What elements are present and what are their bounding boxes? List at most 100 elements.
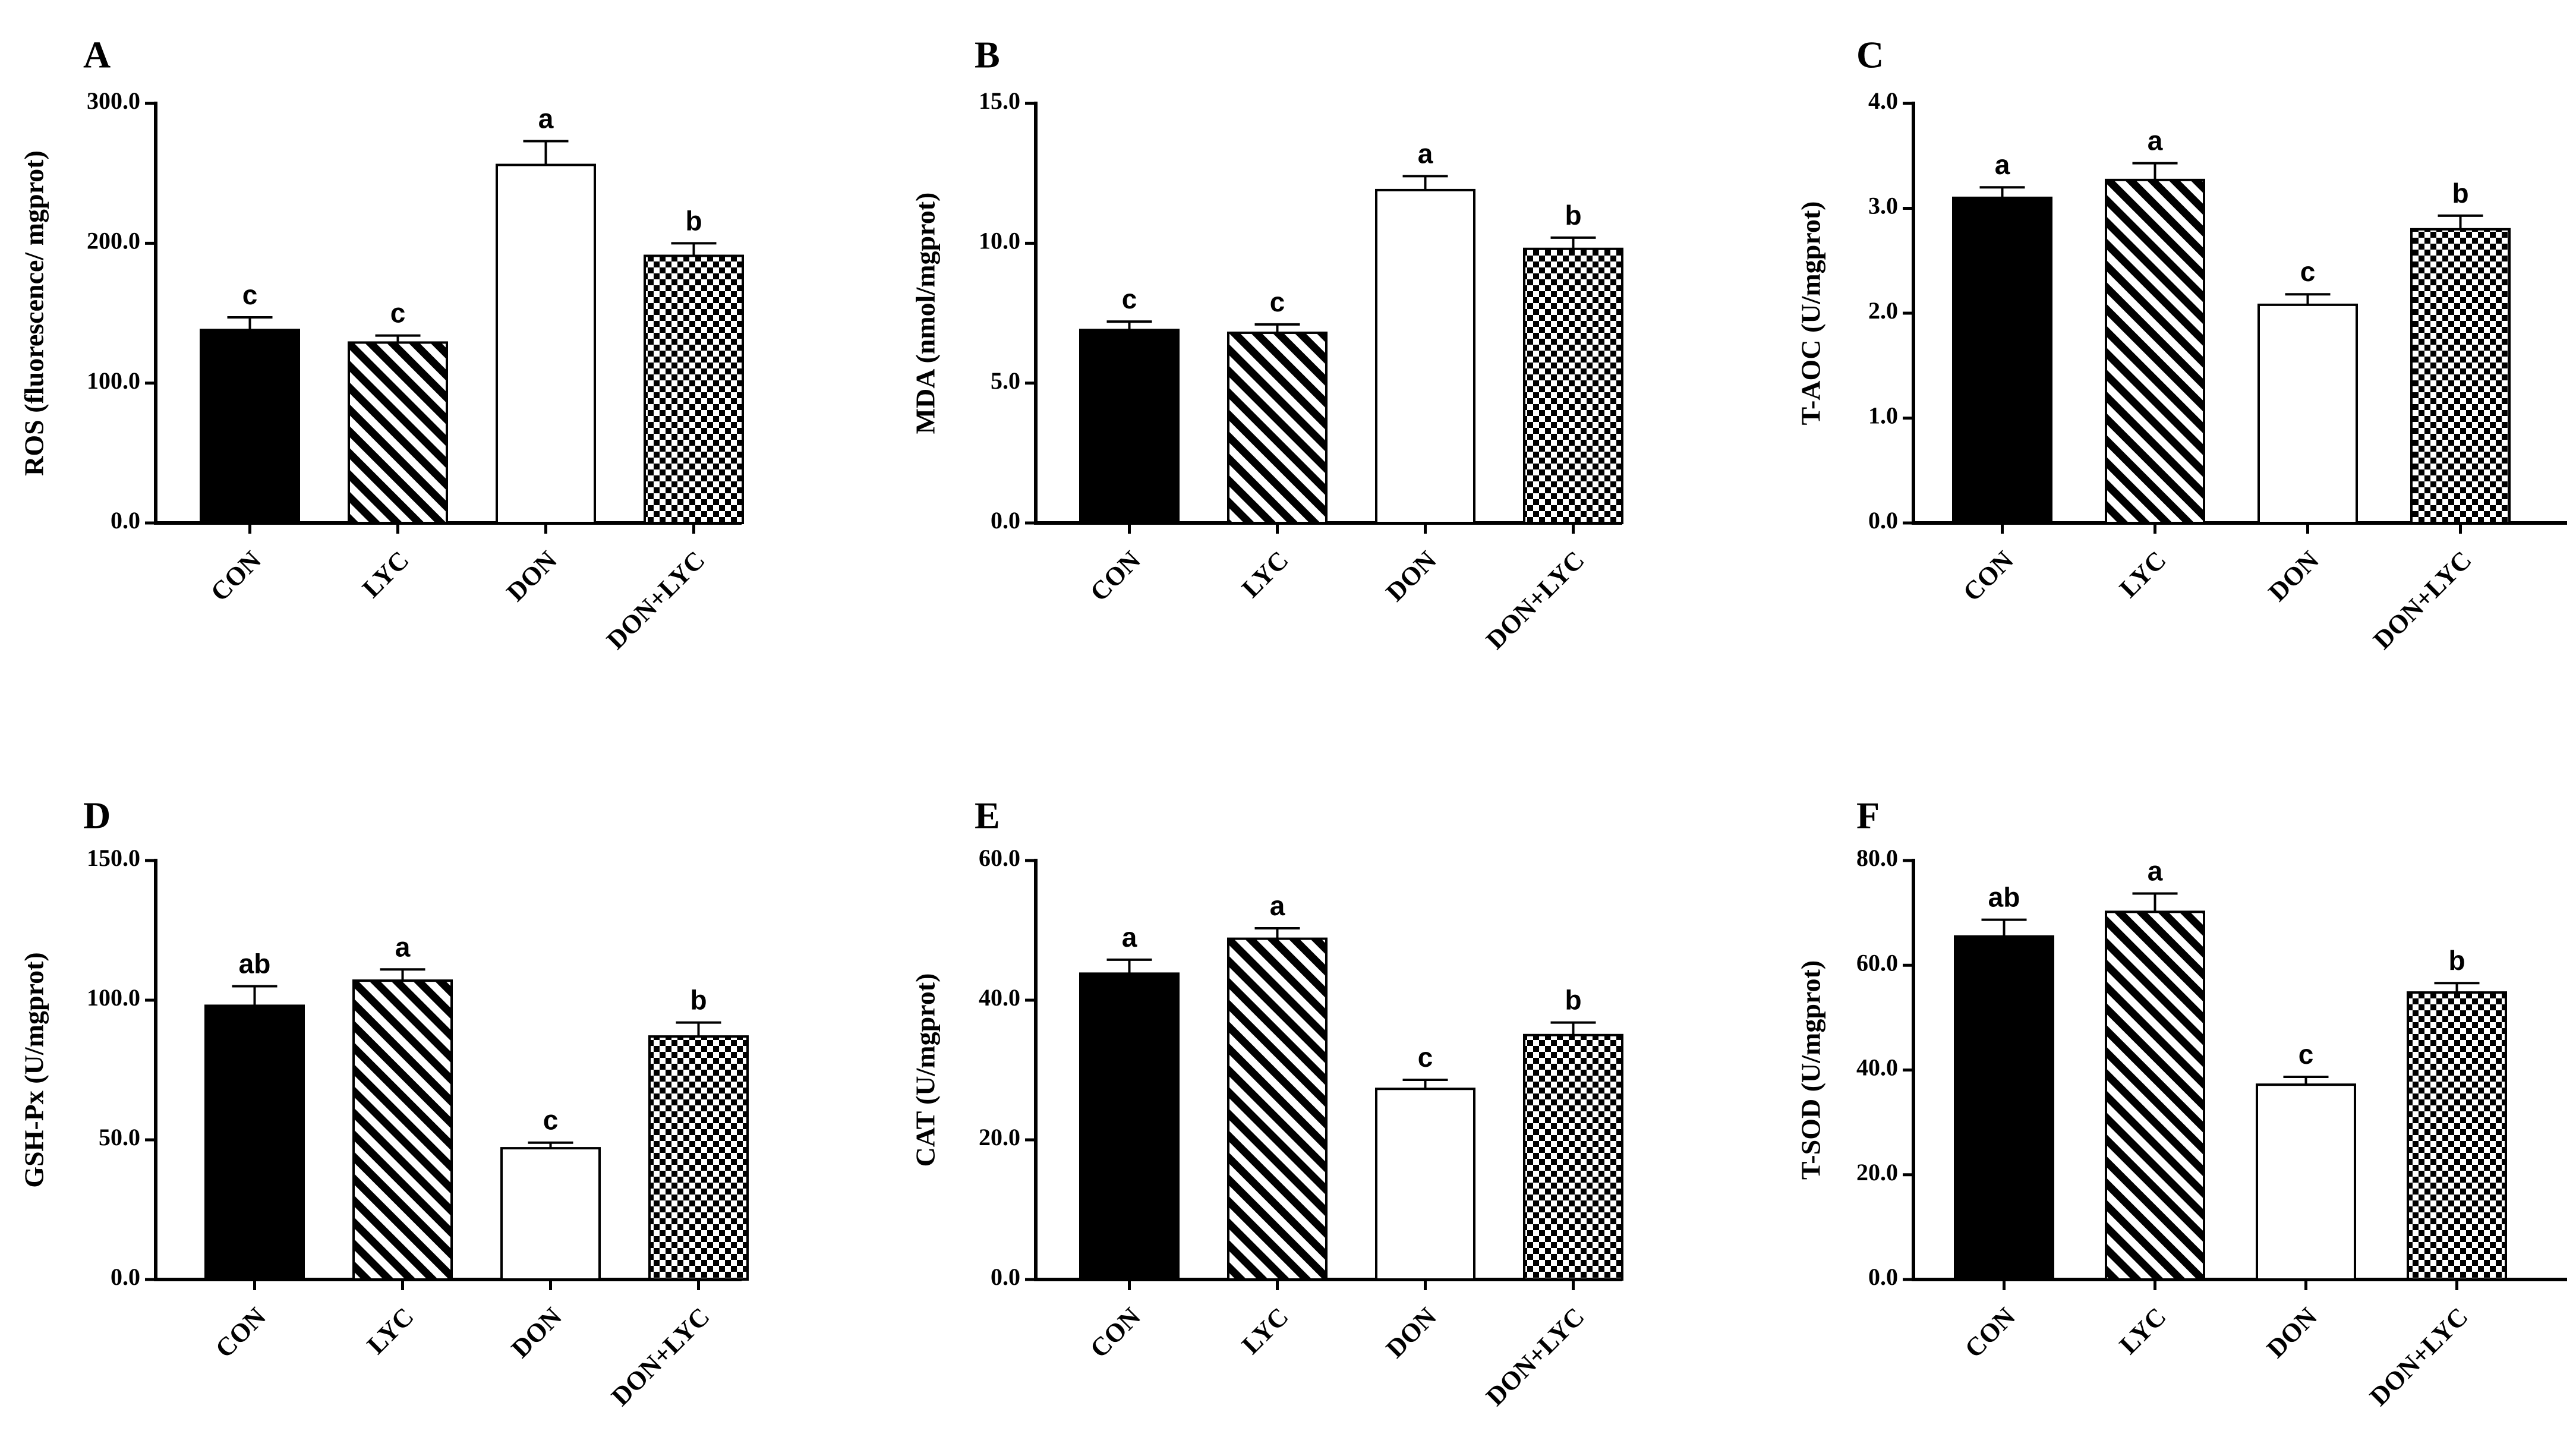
- x-category-label: DON+LYC: [2364, 1302, 2473, 1411]
- y-tick-label: 0.0: [111, 507, 140, 534]
- x-category-label: DON+LYC: [2367, 546, 2477, 655]
- x-category-label: DON+LYC: [1480, 1302, 1590, 1411]
- x-category-label: CON: [1084, 545, 1146, 607]
- chart-panel-b: B MDA (nmol/mgprot) 0.0 5.0 10.0 15.0 c CON c LYC…: [910, 34, 1623, 655]
- significance-letter: a: [2148, 856, 2163, 887]
- x-category-label: DON: [2261, 1301, 2323, 1363]
- significance-letter: b: [690, 985, 707, 1016]
- y-tick-label: 0.0: [1868, 507, 1898, 534]
- y-tick-label: 10.0: [979, 228, 1020, 254]
- bar-don: [1375, 1088, 1475, 1281]
- bar-don: [2257, 303, 2358, 524]
- y-tick-label: 150.0: [87, 844, 140, 871]
- chart-panel-e: E CAT (U/mgprot) 0.0 20.0 40.0 60.0 a CON a LYC c D…: [910, 795, 1623, 1411]
- bar-don: [2256, 1083, 2356, 1281]
- bar-con: [1952, 196, 2052, 525]
- x-category-label: DON: [2263, 545, 2325, 607]
- y-tick-label: 100.0: [87, 367, 140, 394]
- bar-con: [200, 329, 300, 524]
- y-tick-label: 0.0: [991, 507, 1020, 534]
- significance-letter: c: [1418, 1042, 1433, 1073]
- y-tick-label: 5.0: [991, 367, 1020, 394]
- bar-don-lyc: [644, 254, 744, 524]
- bar-lyc: [2105, 910, 2205, 1281]
- significance-letter: ab: [239, 948, 271, 979]
- bar-don-lyc: [1523, 1033, 1623, 1281]
- significance-letter: a: [1270, 890, 1285, 921]
- y-tick-label: 100.0: [87, 984, 140, 1011]
- significance-letter: a: [395, 931, 411, 962]
- bar-con: [1954, 935, 2054, 1281]
- y-axis-label: T-SOD (U/mgprot): [1796, 960, 1826, 1180]
- significance-letter: a: [1122, 922, 1137, 953]
- significance-letter: c: [2300, 256, 2316, 287]
- significance-letter: b: [685, 205, 702, 236]
- chart-panel-c: C T-AOC (U/mgprot) 0.0 1.0 2.0 3.0 4.0 a CON a LYC…: [1796, 34, 2567, 655]
- bar-don-lyc: [2410, 228, 2511, 524]
- x-category-label: LYC: [361, 1302, 419, 1360]
- x-category-label: CON: [205, 545, 267, 607]
- bar-don-lyc: [2407, 991, 2507, 1281]
- significance-letter: b: [1565, 985, 1581, 1016]
- y-tick-label: 40.0: [1856, 1054, 1898, 1081]
- significance-letter: ab: [1988, 882, 2020, 913]
- bar-lyc: [1227, 937, 1328, 1281]
- panel-letter: D: [83, 795, 111, 837]
- x-category-label: DON: [506, 1301, 567, 1363]
- significance-letter: b: [1565, 200, 1581, 231]
- y-tick-label: 4.0: [1868, 87, 1898, 114]
- significance-letter: a: [1995, 149, 2010, 180]
- y-axis-label: CAT (U/mgprot): [910, 973, 941, 1167]
- y-tick-label: 2.0: [1868, 297, 1898, 324]
- y-tick-label: 0.0: [1868, 1263, 1898, 1290]
- x-category-label: LYC: [357, 546, 414, 603]
- x-category-label: DON+LYC: [606, 1302, 715, 1411]
- y-tick-label: 0.0: [111, 1263, 140, 1290]
- chart-panel-f: FT-SOD (U/mgprot)0.020.040.060.080.0abCO…: [1796, 795, 2567, 1411]
- panel-letter: C: [1856, 34, 1884, 76]
- y-tick-label: 80.0: [1856, 844, 1898, 871]
- significance-letter: c: [543, 1105, 559, 1136]
- x-category-label: DON: [1380, 1301, 1442, 1363]
- y-axis-label: GSH-Px (U/mgprot): [19, 952, 49, 1188]
- y-tick-label: 40.0: [979, 984, 1020, 1011]
- bar-don: [1375, 188, 1475, 524]
- y-tick-label: 60.0: [1856, 949, 1898, 976]
- bar-don: [500, 1147, 601, 1281]
- y-tick-label: 50.0: [99, 1124, 140, 1151]
- significance-letter: c: [1122, 283, 1137, 314]
- significance-letter: c: [1270, 286, 1285, 317]
- x-category-label: DON+LYC: [601, 546, 710, 655]
- bar-don-lyc: [648, 1035, 749, 1281]
- x-category-label: CON: [1959, 1301, 2021, 1363]
- y-tick-label: 60.0: [979, 844, 1020, 871]
- significance-letter: a: [538, 103, 554, 134]
- significance-letter: a: [1418, 138, 1433, 169]
- x-category-label: LYC: [2114, 546, 2171, 603]
- significance-letter: c: [390, 298, 406, 329]
- y-axis-label: ROS (fluorescence/ mgprot): [19, 150, 49, 476]
- bar-don-lyc: [1523, 247, 1623, 524]
- bar-con: [204, 1004, 305, 1281]
- bar-don: [496, 163, 596, 524]
- y-axis-label: MDA (nmol/mgprot): [910, 193, 941, 434]
- significance-letter: c: [2298, 1039, 2314, 1070]
- chart-panel-a: A ROS (fluorescence/ mgprot) 0.0 100.0 200.0…: [19, 34, 744, 655]
- bar-lyc: [1227, 331, 1328, 524]
- panel-letter: A: [83, 34, 111, 76]
- significance-letter: b: [2452, 178, 2468, 209]
- panel-letter: F: [1856, 795, 1880, 837]
- x-category-label: DON: [1380, 545, 1442, 607]
- panel-letter: B: [975, 34, 1000, 76]
- panel-letter: E: [975, 795, 1000, 837]
- x-category-label: DON: [501, 545, 563, 607]
- x-category-label: CON: [210, 1301, 272, 1363]
- x-category-label: LYC: [1236, 546, 1294, 603]
- bar-lyc: [348, 341, 448, 524]
- y-axis-label: T-AOC (U/mgprot): [1796, 201, 1826, 426]
- bar-con: [1079, 329, 1180, 524]
- bar-lyc: [2105, 178, 2205, 525]
- y-tick-label: 1.0: [1868, 402, 1898, 429]
- y-tick-label: 0.0: [991, 1263, 1020, 1290]
